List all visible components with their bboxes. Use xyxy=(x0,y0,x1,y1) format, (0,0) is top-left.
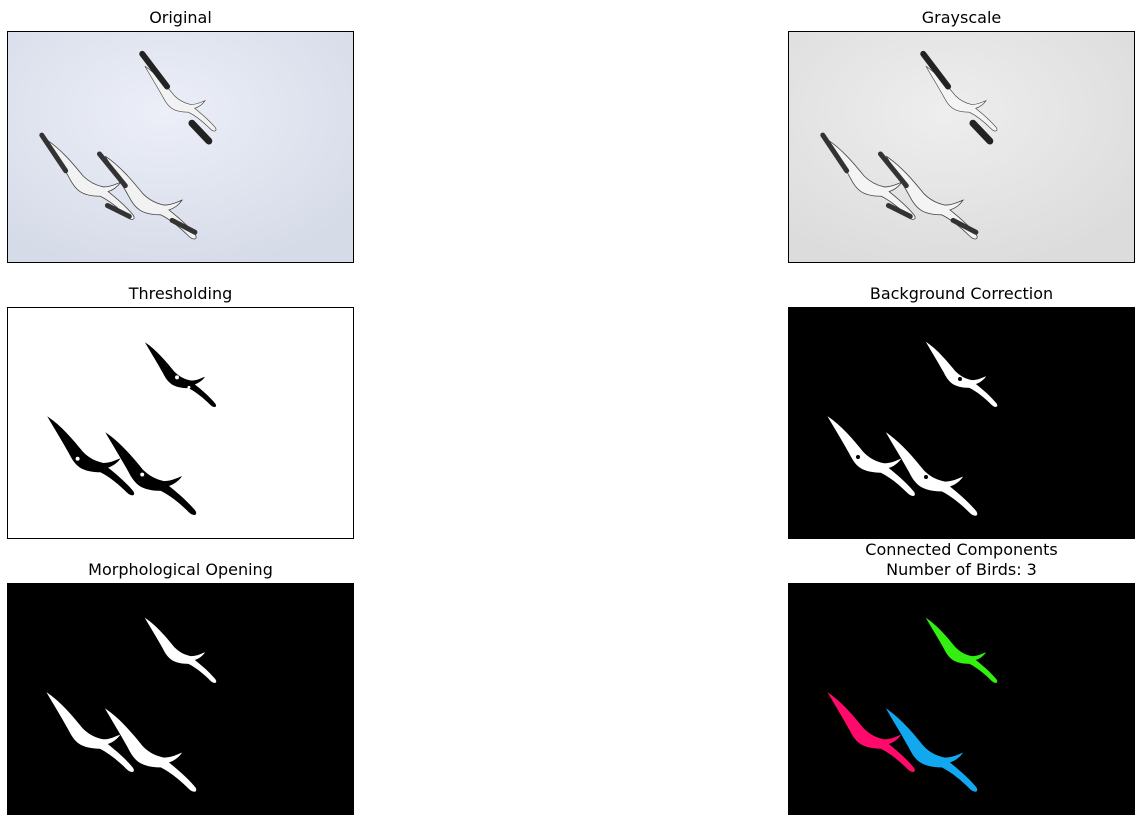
panel-morphological-opening: Morphological Opening xyxy=(7,552,354,815)
panel-connected-components: Connected Components Number of Birds: 3 xyxy=(788,538,1135,815)
image-grayscale xyxy=(788,31,1135,263)
panel-title: Thresholding xyxy=(128,284,233,303)
panel-grayscale: Grayscale xyxy=(788,0,1135,263)
panel-thresholding: Thresholding xyxy=(7,276,354,539)
panel-subtitle: Number of Birds: 3 xyxy=(886,560,1037,579)
image-original xyxy=(7,31,354,263)
image-thresholding xyxy=(7,307,354,539)
image-connected-components xyxy=(788,583,1135,815)
image-morphological-opening xyxy=(7,583,354,815)
image-background-correction xyxy=(788,307,1135,539)
panel-title: Connected Components xyxy=(865,540,1058,559)
panel-title: Morphological Opening xyxy=(88,560,273,579)
panel-title: Grayscale xyxy=(921,8,1002,27)
panel-background-correction: Background Correction xyxy=(788,276,1135,539)
panel-original: Original xyxy=(7,0,354,263)
panel-title: Background Correction xyxy=(869,284,1054,303)
panel-title: Original xyxy=(149,8,212,27)
